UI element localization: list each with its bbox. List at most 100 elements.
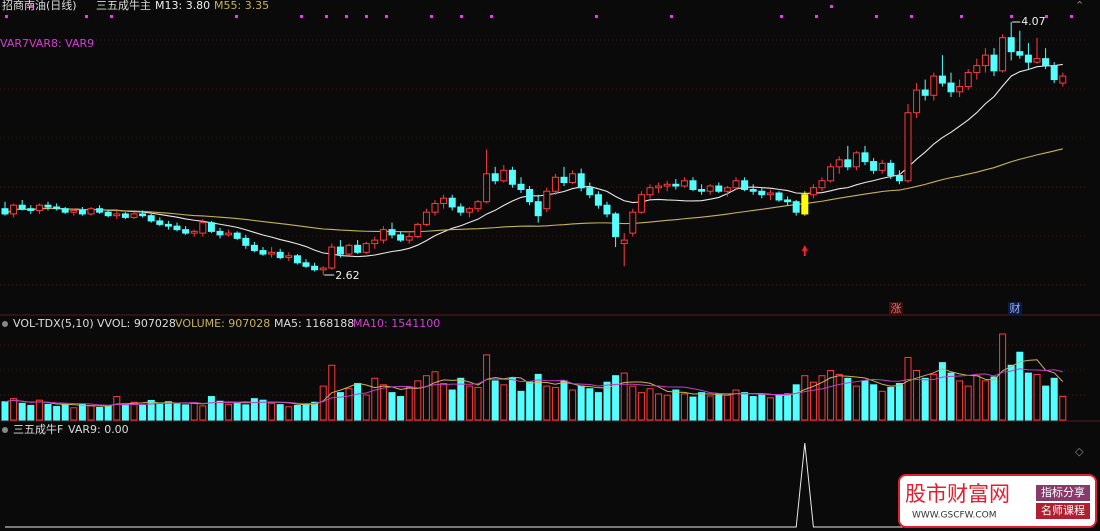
candle-body: [870, 161, 878, 171]
candle-body: [173, 225, 181, 231]
candle-body: [336, 246, 344, 255]
volume-bar: [405, 386, 413, 421]
volume-bar: [285, 406, 293, 421]
volume-bar: [242, 404, 250, 421]
volume-bar: [371, 377, 379, 421]
volume-bar: [526, 381, 534, 421]
signal-dot: [5, 15, 8, 18]
candle-body: [629, 211, 637, 234]
candle-body: [990, 54, 998, 72]
volume-bar: [508, 377, 516, 421]
panel-icon[interactable]: [2, 427, 8, 433]
volume-bar: [87, 405, 95, 421]
volume-bar: [1, 401, 9, 421]
candle-body: [448, 197, 456, 208]
signal-fin: 财: [1010, 301, 1021, 315]
candle-body: [844, 159, 852, 168]
candle-body: [594, 194, 602, 206]
candle-body: [852, 152, 860, 168]
volume-bar: [27, 404, 35, 421]
volume-bar: [981, 380, 989, 421]
candle-body: [766, 192, 774, 196]
volume-bar: [603, 381, 611, 421]
volume-bar: [1033, 373, 1041, 421]
candle-body: [130, 213, 138, 218]
candle-body: [938, 75, 946, 84]
volume-bar: [259, 399, 267, 421]
signal-dot: [460, 15, 463, 18]
candle-body: [182, 229, 190, 234]
settings-icon[interactable]: ◇: [1075, 445, 1084, 458]
candle-body: [809, 187, 817, 196]
m13-label: M13: 3.80: [155, 0, 210, 12]
volume-bar: [784, 393, 792, 421]
signal-dot: [780, 15, 783, 18]
candle-body: [680, 180, 688, 187]
candle-body: [1024, 54, 1032, 63]
volume-bar: [113, 396, 121, 421]
volume-bar: [457, 377, 465, 421]
vvol-label: VVOL: 907028: [97, 317, 176, 330]
volume-bar: [870, 384, 878, 421]
candle-body: [672, 183, 680, 187]
candle-body: [698, 189, 706, 192]
volume-bar: [474, 386, 482, 421]
high-label: 4.07: [1021, 15, 1045, 28]
candle-body: [319, 267, 327, 271]
candle-body: [1059, 75, 1067, 84]
collapse-icon[interactable]: ⌃: [1075, 0, 1084, 12]
candle-body: [483, 173, 491, 203]
candle-body: [758, 190, 766, 196]
candle-body: [723, 187, 731, 192]
candle-body: [603, 204, 611, 215]
volume-bar: [990, 376, 998, 421]
volume-bar: [465, 385, 473, 421]
candle-body: [371, 239, 379, 245]
candle-body: [139, 213, 147, 217]
candle-body: [956, 86, 964, 93]
volume-bar: [921, 377, 929, 421]
vol-title: VOL-TDX(5,10): [13, 317, 94, 330]
volume-bar: [637, 392, 645, 421]
volume-bar: [1050, 377, 1058, 421]
signal-dot: [430, 15, 433, 18]
candle-body: [835, 159, 843, 168]
volume-bar: [1016, 351, 1024, 421]
candle-body: [388, 229, 396, 236]
panel-icon[interactable]: [2, 321, 8, 327]
candle-body: [526, 189, 534, 203]
volume-bar: [792, 384, 800, 421]
volume-bar: [440, 383, 448, 421]
candle-body: [637, 194, 645, 213]
candle-body: [551, 176, 559, 192]
volume-bar: [500, 384, 508, 421]
m55-label: M55: 3.35: [214, 0, 269, 12]
candle-body: [655, 185, 663, 189]
volume-bar: [397, 396, 405, 421]
volume-bar: [895, 383, 903, 421]
volume-bar: [276, 404, 284, 421]
volume-bar: [10, 398, 18, 421]
volume-label: VOLUME: 907028: [175, 317, 270, 330]
candle-body: [930, 75, 938, 96]
candle-body: [27, 208, 35, 211]
volume-bar: [362, 394, 370, 421]
volume-bar: [491, 380, 499, 421]
signal-box: [1008, 302, 1022, 315]
volume-bar: [70, 407, 78, 421]
volume-bar: [835, 373, 843, 421]
volume-bar: [139, 404, 147, 421]
volume-bar: [1024, 372, 1032, 421]
candle-body: [328, 246, 336, 269]
candle-body: [964, 72, 972, 88]
volume-bar: [1007, 364, 1015, 421]
volume-bar: [612, 375, 620, 421]
signal-dot: [385, 15, 388, 18]
candle-body: [706, 185, 714, 192]
candle-body: [981, 54, 989, 67]
volume-ma: [4, 368, 1063, 406]
candle-body: [732, 180, 740, 189]
candle-body: [113, 213, 121, 217]
volume-bar: [233, 402, 241, 421]
volume-bar: [336, 392, 344, 421]
